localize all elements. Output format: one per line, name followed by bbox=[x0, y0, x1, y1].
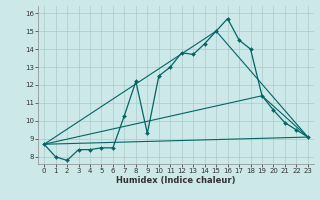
X-axis label: Humidex (Indice chaleur): Humidex (Indice chaleur) bbox=[116, 176, 236, 185]
